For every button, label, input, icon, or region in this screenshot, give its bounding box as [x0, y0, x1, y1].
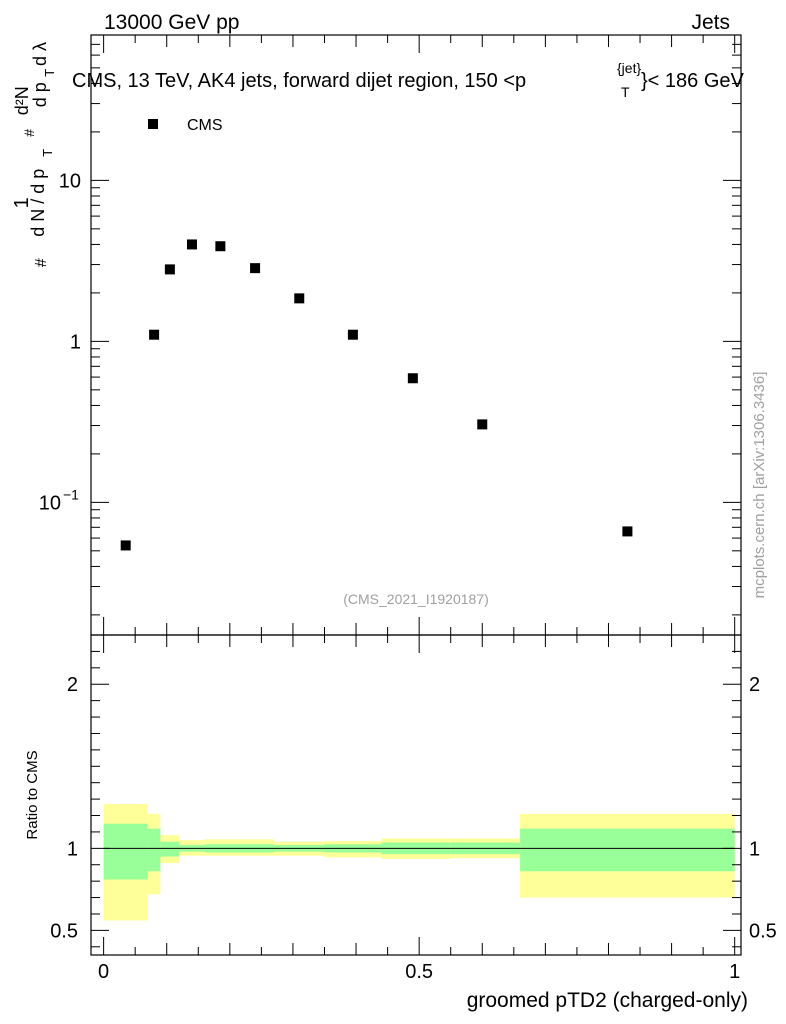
data-point	[622, 526, 633, 537]
y-tick-label-0.1: 10	[39, 492, 61, 514]
legend-label: CMS	[187, 117, 223, 134]
y-tick-label-10: 10	[59, 170, 81, 192]
inner-band-bin	[520, 828, 735, 872]
plot-title: CMS, 13 TeV, AK4 jets, forward dijet reg…	[72, 70, 526, 92]
data-point	[186, 239, 197, 250]
ratio-y-tick-label-right: 0.5	[749, 920, 777, 942]
inner-band-bin	[160, 841, 180, 857]
plot-title-sup: {jet}	[617, 60, 641, 76]
data-point	[164, 264, 175, 275]
ratio-y-tick-label: 2	[67, 674, 78, 696]
data-point	[347, 329, 358, 340]
data-point	[215, 241, 226, 252]
ratio-bands	[103, 804, 735, 921]
data-point	[477, 419, 488, 430]
data-point	[294, 293, 305, 304]
inner-band-bin	[147, 828, 161, 872]
ratio-axes: 0.5 0.5 1 1 2 2 0 0.5 1	[50, 634, 777, 983]
plot-title-sub: T	[621, 84, 630, 100]
ratio-y-tick-label-right: 2	[749, 674, 760, 696]
plot-title-end: }< 186 GeV	[641, 70, 745, 92]
ratio-y-tick-label: 1	[67, 838, 78, 860]
main-data-points	[120, 239, 633, 551]
y-tick-label-1: 1	[70, 331, 81, 353]
ratio-panel-frame	[90, 634, 742, 956]
plot-title-main: CMS, 13 TeV, AK4 jets, forward dijet reg…	[72, 70, 526, 92]
energy-label: 13000 GeV pp	[104, 11, 239, 34]
y-tick-label-exp: −1	[63, 486, 79, 502]
data-point	[120, 540, 131, 551]
data-point	[407, 373, 418, 384]
data-point	[250, 263, 261, 274]
x-tick-label: 1	[729, 961, 740, 983]
side-credit: mcplots.cern.ch [arXiv:1306.3436]	[751, 372, 768, 599]
ratio-y-tick-label: 0.5	[50, 920, 78, 942]
legend-marker	[148, 119, 158, 129]
x-axis-label: groomed pTD2 (charged-only)	[467, 989, 748, 1012]
svg-text:# 1 d N / d p: # 1 d N / d p T # d²N d p T d λ	[11, 42, 59, 267]
legend: CMS	[148, 117, 223, 134]
data-point	[149, 329, 160, 340]
x-tick-label: 0.5	[405, 961, 433, 983]
ratio-y-tick-label-right: 1	[749, 838, 760, 860]
analysis-id: (CMS_2021_I1920187)	[343, 591, 489, 607]
category-label: Jets	[691, 11, 730, 34]
main-y-axis-label: # 1 d N / d p T # d²N d p T d λ	[11, 42, 59, 267]
inner-band-bin	[103, 823, 148, 880]
x-tick-label: 0	[98, 961, 109, 983]
ratio-y-axis-label: Ratio to CMS	[24, 750, 41, 839]
